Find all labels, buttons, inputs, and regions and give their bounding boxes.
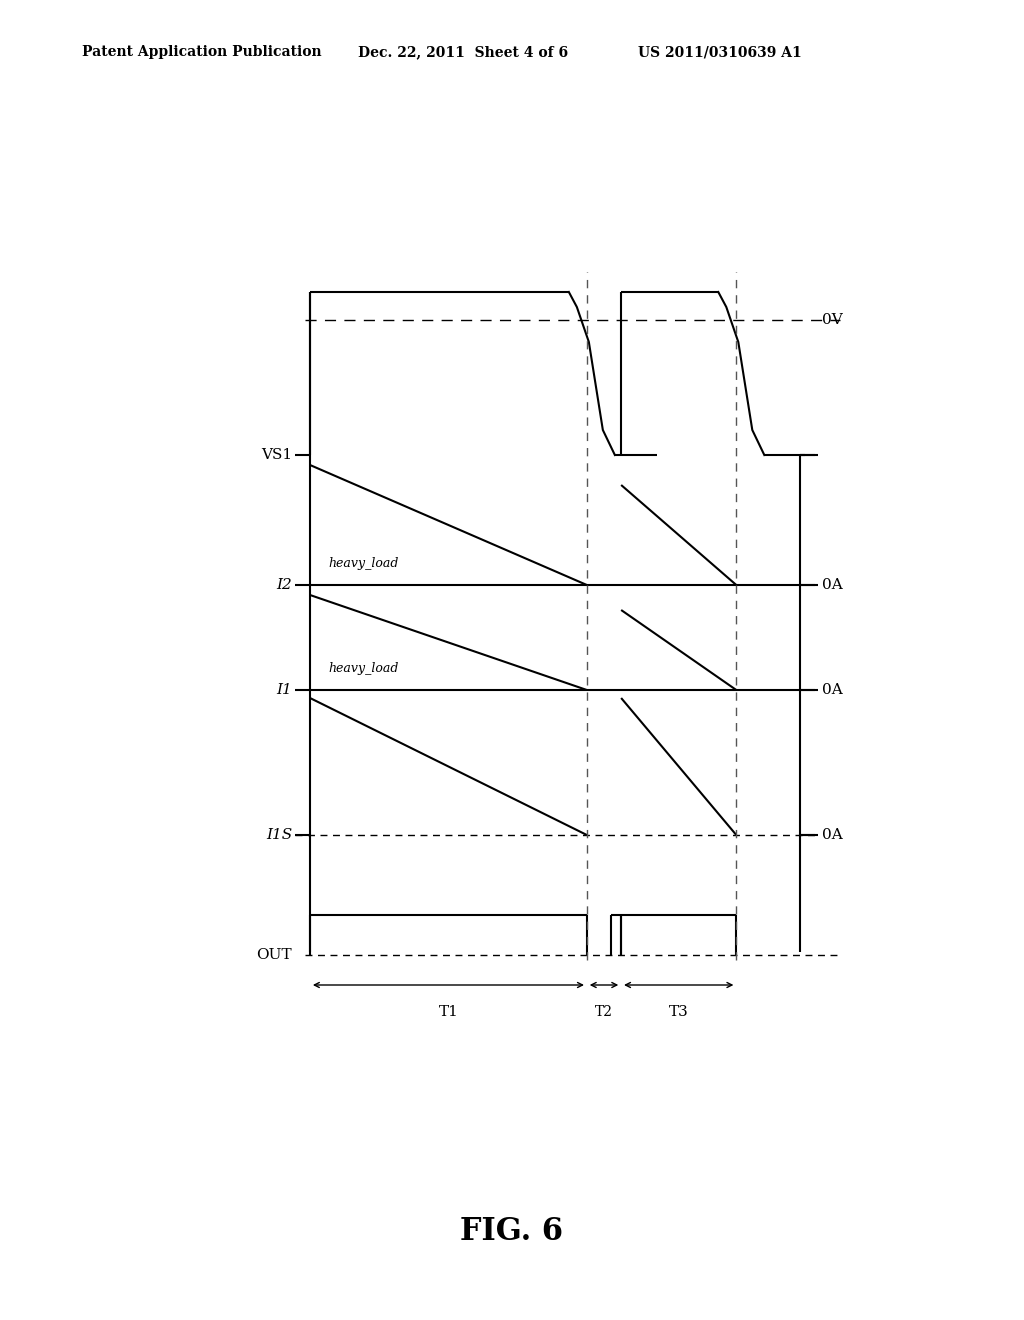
Text: 0A: 0A (822, 578, 843, 591)
Text: VS1: VS1 (261, 447, 292, 462)
Text: T2: T2 (595, 1005, 613, 1019)
Text: heavy_load: heavy_load (328, 557, 398, 570)
Text: 0V: 0V (822, 313, 843, 327)
Text: FIG. 6: FIG. 6 (461, 1217, 563, 1247)
Text: 0A: 0A (822, 828, 843, 842)
Text: US 2011/0310639 A1: US 2011/0310639 A1 (638, 45, 802, 59)
Text: I1: I1 (276, 682, 292, 697)
Text: I1S: I1S (266, 828, 292, 842)
Text: Patent Application Publication: Patent Application Publication (82, 45, 322, 59)
Text: 0A: 0A (822, 682, 843, 697)
Text: Dec. 22, 2011  Sheet 4 of 6: Dec. 22, 2011 Sheet 4 of 6 (358, 45, 568, 59)
Text: heavy_load: heavy_load (328, 663, 398, 675)
Text: I2: I2 (276, 578, 292, 591)
Text: T3: T3 (669, 1005, 688, 1019)
Text: OUT: OUT (256, 948, 292, 962)
Text: T1: T1 (438, 1005, 459, 1019)
